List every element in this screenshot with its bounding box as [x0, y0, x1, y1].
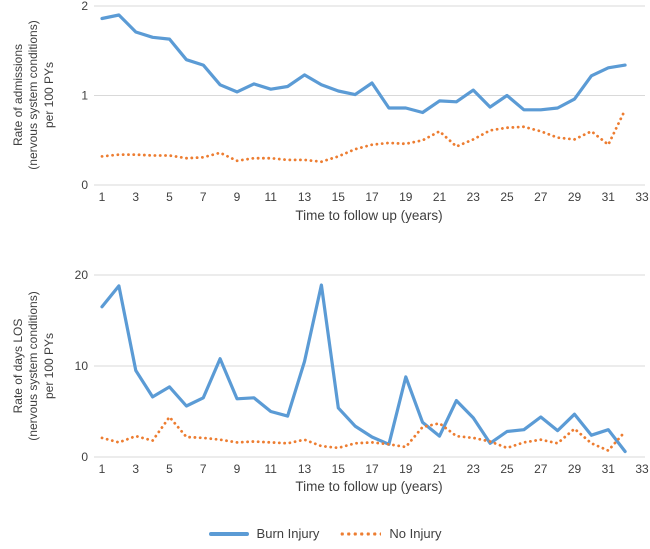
x-tick-label: 27 — [534, 190, 548, 204]
legend-label-no-injury: No Injury — [389, 526, 442, 541]
y-tick-label: 0 — [81, 450, 88, 464]
no-injury-line — [100, 108, 627, 164]
x-tick-label: 31 — [602, 190, 616, 204]
legend-item-no-injury: No Injury — [339, 526, 441, 541]
x-tick-label: 27 — [534, 462, 548, 476]
y-tick-label: 0 — [81, 178, 88, 192]
x-tick-label: 5 — [166, 190, 173, 204]
x-tick-label: 15 — [332, 190, 346, 204]
x-tick-label: 9 — [234, 190, 241, 204]
x-tick-label: 25 — [500, 462, 514, 476]
admissions-x-axis-title: Time to follow up (years) — [295, 208, 443, 223]
x-tick-label: 17 — [365, 462, 379, 476]
x-tick-label: 33 — [635, 190, 649, 204]
x-tick-label: 19 — [399, 190, 413, 204]
legend: Burn Injury No Injury — [0, 526, 650, 541]
x-tick-label: 19 — [399, 462, 413, 476]
y-tick-label: 10 — [75, 359, 89, 373]
x-tick-label: 23 — [467, 190, 481, 204]
x-tick-label: 29 — [568, 190, 582, 204]
x-tick-label: 3 — [132, 190, 139, 204]
x-tick-label: 21 — [433, 462, 447, 476]
x-tick-label: 7 — [200, 462, 207, 476]
los-x-axis-title: Time to follow up (years) — [295, 479, 443, 494]
burn-injury-line — [100, 13, 627, 115]
burn-injury-line-swatch — [208, 531, 249, 536]
y-tick-label: 2 — [81, 0, 88, 13]
x-tick-label: 3 — [132, 462, 139, 476]
x-tick-label: 5 — [166, 462, 173, 476]
x-tick-label: 15 — [332, 462, 346, 476]
legend-item-burn-injury: Burn Injury — [208, 526, 320, 541]
x-tick-label: 7 — [200, 190, 207, 204]
x-tick-label: 11 — [265, 190, 278, 204]
no-injury-line — [100, 415, 627, 453]
x-tick-label: 33 — [635, 462, 649, 476]
x-tick-label: 21 — [433, 190, 447, 204]
legend-label-burn-injury: Burn Injury — [256, 526, 320, 541]
y-tick-label: 20 — [75, 268, 89, 282]
x-tick-label: 13 — [298, 190, 312, 204]
x-tick-label: 9 — [234, 462, 241, 476]
x-tick-label: 29 — [568, 462, 582, 476]
x-tick-label: 25 — [500, 190, 514, 204]
y-tick-label: 1 — [81, 89, 88, 103]
x-tick-label: 31 — [602, 462, 616, 476]
burn-injury-line — [100, 283, 627, 454]
x-tick-label: 23 — [467, 462, 481, 476]
x-tick-label: 11 — [265, 462, 278, 476]
x-tick-label: 1 — [99, 462, 106, 476]
x-tick-label: 17 — [365, 190, 379, 204]
no-injury-dots-swatch — [339, 530, 382, 537]
x-tick-label: 1 — [99, 190, 106, 204]
x-tick-label: 13 — [298, 462, 312, 476]
